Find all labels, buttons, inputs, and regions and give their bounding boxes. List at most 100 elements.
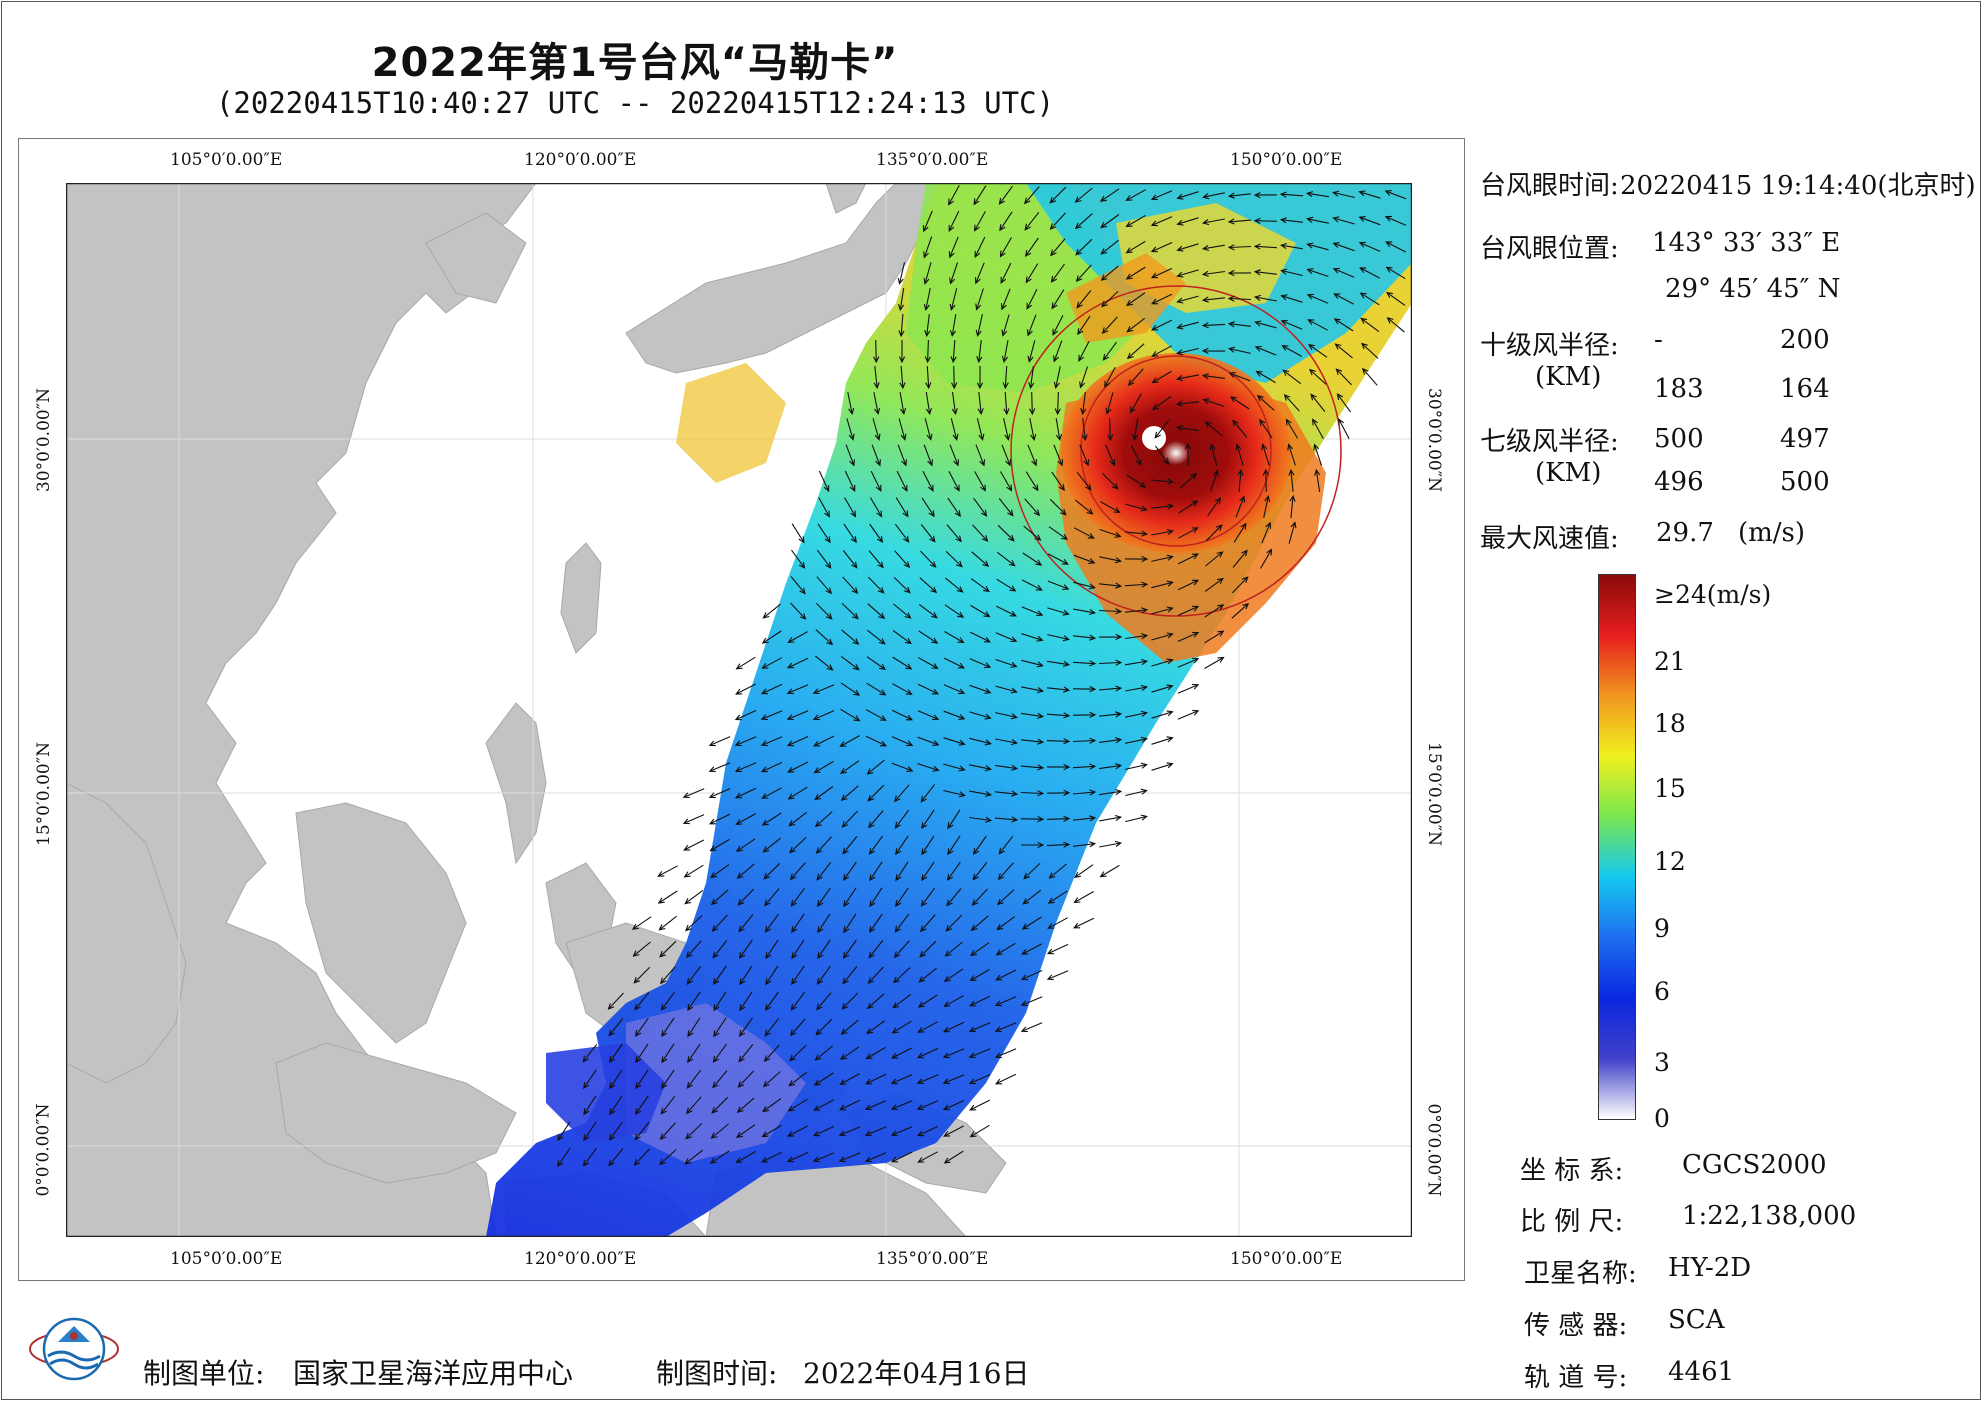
wind-arrow (1023, 186, 1040, 205)
wind-arrow (1358, 190, 1381, 199)
wind-arrow (999, 211, 1013, 232)
wind-arrow (790, 602, 807, 620)
wind-arrow (946, 524, 962, 543)
wind-arrow (998, 185, 1013, 205)
wind-arrow (995, 632, 1018, 643)
wind-arrow (1227, 192, 1251, 199)
wind-arrow (1151, 684, 1174, 693)
wind-arrow (869, 497, 883, 518)
wind-arrow (949, 314, 957, 338)
colorbar-label-12: 12 (1654, 847, 1686, 876)
wind-arrow (1020, 790, 1045, 797)
wind-arrow (1073, 554, 1096, 564)
wind-arrow (1177, 579, 1200, 591)
wind-arrow (973, 497, 988, 517)
wind-arrow (1204, 421, 1223, 437)
wind-arrow (873, 339, 880, 364)
wind-arrow (949, 262, 959, 285)
wind-arrow (816, 549, 832, 569)
wind-arrow (790, 576, 806, 595)
wind-arrow (1104, 367, 1116, 388)
wind-arrow (1150, 216, 1173, 227)
lat-label-left-0: 0°0′0.00″N (33, 1103, 54, 1197)
wind-arrow (1029, 391, 1036, 416)
wind-arrow (1151, 658, 1174, 667)
wind-arrow (866, 1020, 886, 1035)
wind-arrow (1150, 241, 1173, 253)
wind-arrow (969, 737, 992, 746)
wind-arrow (994, 996, 1017, 1007)
wind-arrow (1073, 891, 1094, 904)
wind-arrow (1050, 263, 1065, 283)
wind-arrow (1080, 392, 1087, 416)
wind-arrow (815, 655, 834, 671)
max-wind-value: 29.7 (1656, 518, 1714, 548)
wind-arrow (1021, 712, 1045, 719)
r10-value-ne: - (1654, 325, 1663, 355)
wind-arrow (686, 1069, 702, 1089)
wind-arrow (789, 862, 806, 881)
wind-arrow (1359, 267, 1381, 279)
wind-arrow (609, 1069, 623, 1090)
max-wind-unit: (m/s) (1738, 518, 1806, 548)
wind-arrow (871, 444, 881, 467)
wind-arrow (948, 236, 959, 259)
r10-unit: (KM) (1535, 362, 1602, 392)
wind-arrow (917, 994, 938, 1008)
wind-arrow (1125, 607, 1149, 614)
wind-arrow (1073, 581, 1096, 590)
wind-arrow (1201, 296, 1225, 303)
wind-arrow (949, 288, 958, 311)
wind-arrow (1256, 394, 1275, 411)
wind-arrow (1279, 217, 1303, 224)
wind-arrow (609, 1095, 623, 1116)
wind-arrow (944, 941, 963, 957)
wind-arrow (736, 863, 755, 879)
wind-arrow (917, 710, 940, 721)
wind-arrow (1332, 267, 1355, 278)
wind-arrow (1074, 187, 1093, 203)
wind-arrow (710, 1123, 729, 1139)
wind-arrow (971, 551, 990, 568)
wind-arrow (1280, 294, 1303, 303)
wind-arrow (790, 887, 806, 907)
wind-arrow (942, 1021, 965, 1033)
r7-label: 七级风半径: (1480, 427, 1619, 457)
wind-arrow (943, 789, 966, 798)
wind-arrow (923, 262, 932, 285)
wind-arrow (1021, 659, 1044, 668)
wind-arrow (711, 914, 728, 933)
wind-arrow (683, 839, 705, 851)
lat-label-right-0: 0°0′0.00″N (1423, 1103, 1444, 1197)
wind-arrow (1130, 444, 1142, 467)
wind-arrow (814, 811, 833, 828)
wind-arrow (1227, 321, 1251, 328)
wind-arrow (1151, 503, 1175, 510)
wind-arrow (1099, 582, 1123, 589)
wind-arrow (737, 888, 755, 906)
wind-arrow (814, 1045, 833, 1061)
wind-arrow (557, 1121, 571, 1142)
r10-value-nw: 164 (1780, 374, 1830, 404)
wind-arrow (969, 684, 992, 694)
wind-arrow (942, 1048, 965, 1059)
wind-arrow (635, 1069, 649, 1090)
wind-arrow (764, 888, 780, 907)
wind-arrow (920, 550, 937, 568)
wind-arrow (894, 523, 910, 543)
maker-value: 国家卫星海洋应用中心 (293, 1357, 574, 1390)
wind-arrow (634, 1122, 650, 1141)
wind-arrow (1358, 241, 1381, 252)
wind-arrow (712, 1043, 727, 1063)
wind-arrow (1207, 497, 1222, 517)
wind-arrow (890, 1074, 913, 1085)
wind-arrow (1262, 468, 1269, 493)
colorbar-label-15: 15 (1654, 774, 1686, 803)
wind-arrow (918, 967, 937, 983)
color-bar (1598, 574, 1636, 1120)
wind-arrow (969, 969, 990, 982)
wind-arrow (1201, 218, 1225, 226)
wind-arrow (788, 811, 808, 827)
wind-arrow (1026, 314, 1037, 337)
wind-arrow (892, 683, 913, 695)
